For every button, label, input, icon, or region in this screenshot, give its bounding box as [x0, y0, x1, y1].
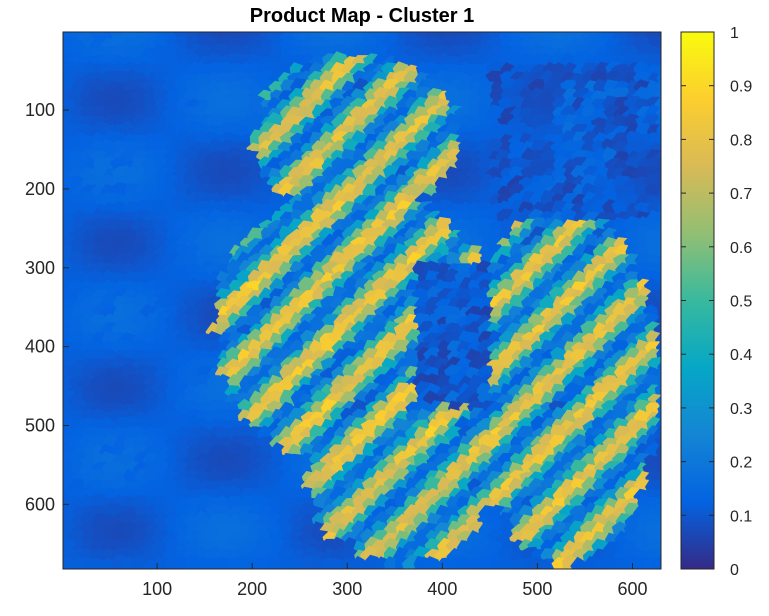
heatmap-cell	[656, 70, 661, 87]
y-axis: 100 200 300 400 500 600	[25, 100, 69, 514]
y-tick-label: 400	[25, 337, 55, 357]
heatmap-cells	[63, 32, 661, 569]
colorbar-tick-label: 0.5	[730, 294, 752, 311]
colorbar-tick-label: 0	[730, 562, 739, 579]
x-tick-label: 600	[617, 579, 647, 599]
x-tick-label: 300	[332, 579, 362, 599]
y-tick-label: 500	[25, 415, 55, 435]
plot-area	[62, 31, 662, 570]
y-tick-label: 200	[25, 179, 55, 199]
heatmap-cell	[647, 200, 661, 216]
colorbar-tick-label: 0.8	[730, 132, 752, 149]
x-tick-label: 400	[427, 579, 457, 599]
colorbar-tick-label: 0.6	[730, 240, 752, 257]
colorbar: 0 0.1 0.2 0.3 0.4 0.5 0.6 0.7 0.8 0.9 1	[680, 25, 752, 579]
chart-title: Product Map - Cluster 1	[250, 5, 474, 27]
colorbar-tick-label: 0.9	[730, 79, 752, 96]
colorbar-tick-label: 0.3	[730, 401, 752, 418]
colorbar-tick-label: 0.1	[730, 508, 752, 525]
y-tick-label: 600	[25, 494, 55, 514]
x-tick-label: 500	[522, 579, 552, 599]
y-tick-label: 300	[25, 258, 55, 278]
heatmap-cell	[654, 243, 661, 260]
colorbar-tick-label: 0.7	[730, 186, 752, 203]
heatmap-cell	[654, 132, 661, 148]
y-tick-label: 100	[25, 100, 55, 120]
x-tick-label: 200	[237, 579, 267, 599]
colorbar-tick-label: 0.2	[730, 455, 752, 472]
x-tick-label: 100	[142, 579, 172, 599]
colorbar-tick-label: 1	[730, 25, 739, 42]
colorbar-tick-label: 0.4	[730, 347, 752, 364]
heatmap-cell	[657, 226, 661, 242]
